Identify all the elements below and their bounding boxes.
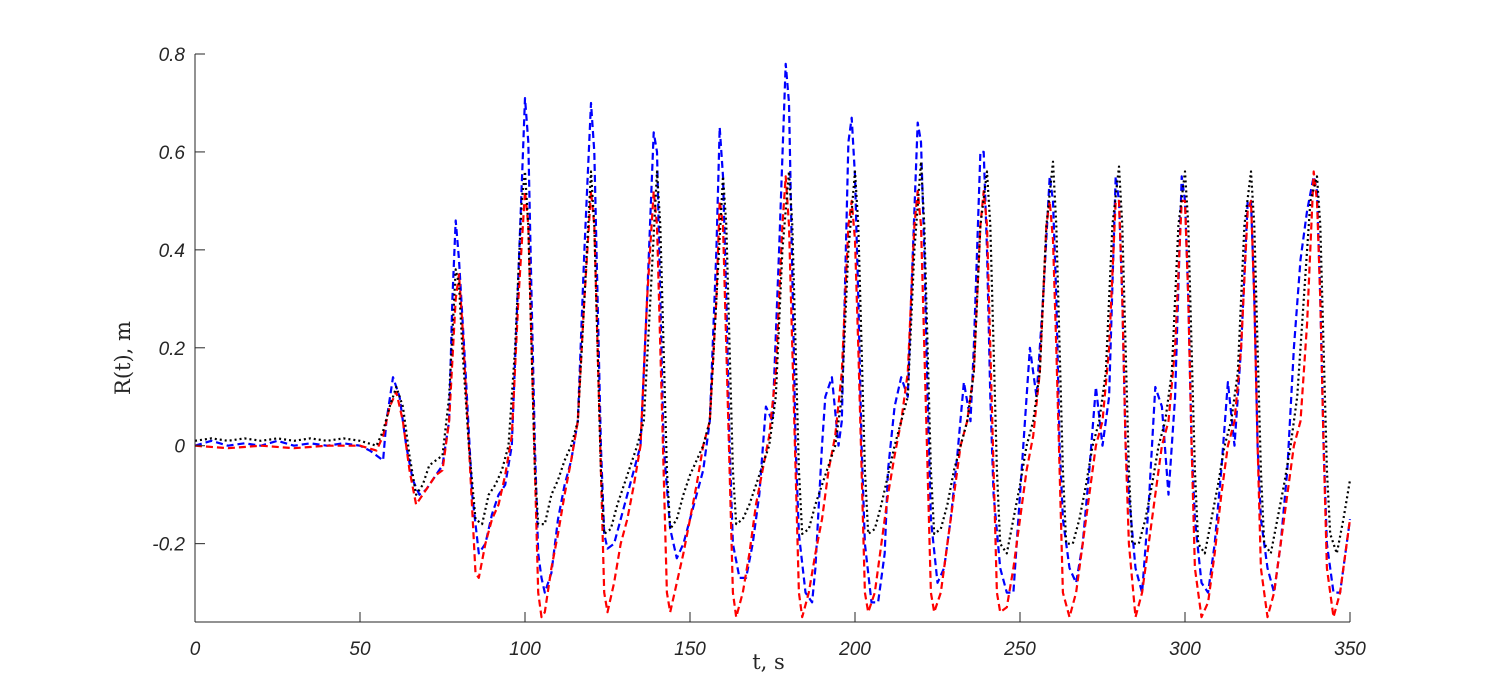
x-axis-ticks: 0 50 100 150 200 250 300 350 (190, 612, 1366, 660)
series-layer (194, 62, 1352, 619)
x-tick-label: 100 (509, 639, 541, 660)
x-tick-label: 200 (838, 639, 871, 660)
y-tick-label: 0.4 (159, 241, 185, 262)
y-tick-label: -0.2 (152, 535, 185, 556)
y-axis-ticks: -0.2 0 0.2 0.4 0.6 0.8 (152, 45, 205, 556)
y-tick-label: 0.8 (159, 45, 186, 66)
x-tick-label: 350 (1334, 639, 1366, 660)
x-tick-label: 150 (674, 639, 706, 660)
y-tick-label: 0.6 (159, 143, 186, 164)
x-axis-label: t, s (752, 650, 785, 674)
series-line-3 (194, 160, 1352, 555)
x-tick-label: 250 (1003, 639, 1036, 660)
x-tick-label: 0 (190, 639, 201, 660)
y-tick-label: 0.2 (159, 339, 186, 360)
series-line-2 (194, 170, 1352, 619)
x-tick-label: 300 (1169, 639, 1201, 660)
series-line-1 (194, 62, 1352, 604)
y-tick-label: 0 (174, 437, 185, 458)
y-axis-label: R(t), m (111, 321, 135, 395)
x-tick-label: 50 (349, 639, 371, 660)
